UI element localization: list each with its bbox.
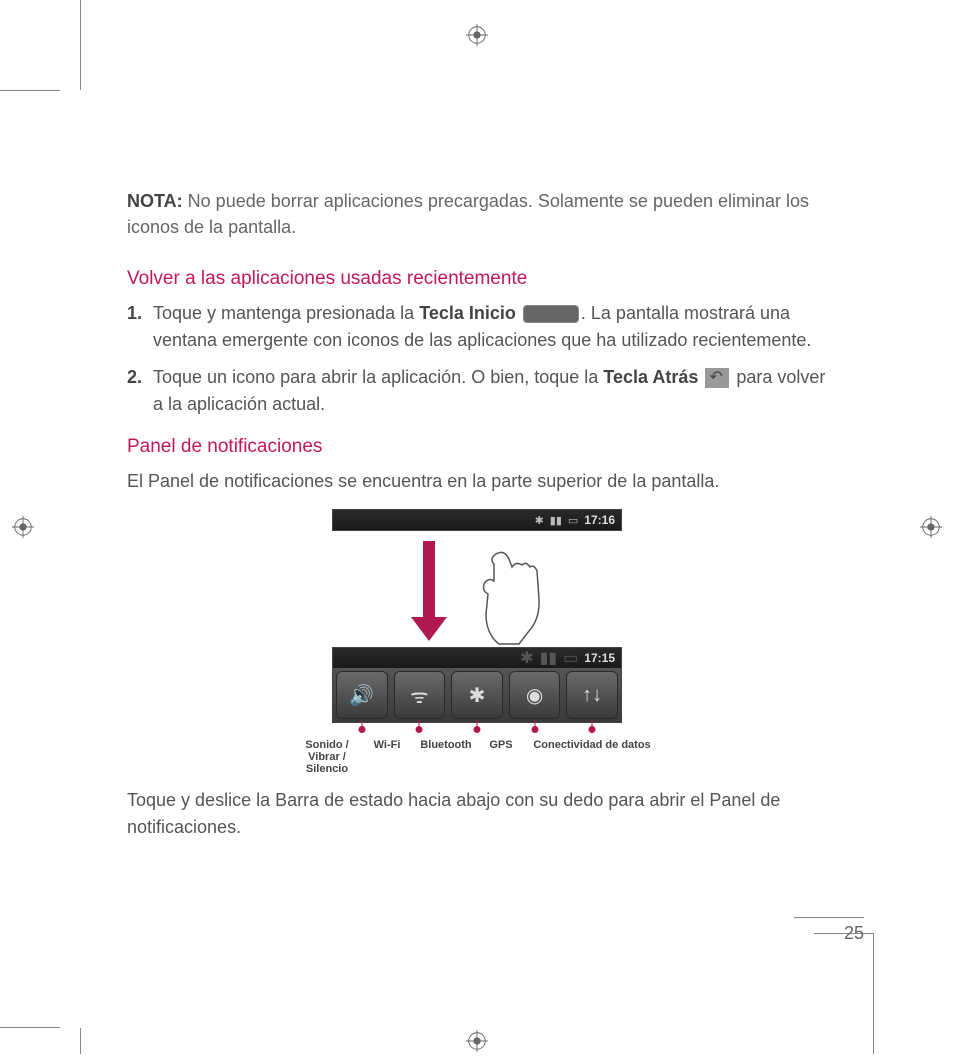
- crop-mark: [80, 0, 81, 90]
- signal-status-icon: ▮▮: [550, 514, 562, 527]
- label-gps: GPS: [485, 739, 517, 775]
- bluetooth-status-icon: ✱: [520, 648, 533, 668]
- bluetooth-icon: ✱: [469, 683, 486, 708]
- status-time: 17:16: [584, 513, 615, 527]
- illustration-swipe-down: ✱ ▮▮ ▭ 17:16 ✱ ▮▮ ▭ 17:15 🔊 ᯤ: [127, 509, 827, 775]
- registration-mark-icon: [466, 1030, 488, 1052]
- status-bar-panel: ✱ ▮▮ ▭ 17:15: [333, 648, 621, 668]
- back-key-icon: [705, 368, 729, 388]
- data-icon: ↑↓: [582, 684, 602, 707]
- quick-toggle-labels: Sonido / Vibrar / Silencio Wi-Fi Bluetoo…: [297, 739, 657, 775]
- page-number: 25: [844, 923, 864, 944]
- crop-mark: [0, 1027, 60, 1028]
- key-name-atras: Tecla Atrás: [603, 367, 698, 387]
- battery-status-icon: ▭: [563, 648, 578, 668]
- gps-icon: ◉: [526, 683, 543, 708]
- bluetooth-status-icon: ✱: [535, 514, 544, 527]
- list-text: Toque un icono para abrir la aplicación.…: [153, 367, 603, 387]
- quick-toggle-bluetooth[interactable]: ✱: [451, 671, 503, 719]
- home-key-icon: [523, 305, 579, 323]
- quick-toggle-gps[interactable]: ◉: [509, 671, 561, 719]
- note-text: No puede borrar aplicaciones precargadas…: [127, 191, 809, 237]
- registration-mark-icon: [466, 24, 488, 46]
- swipe-arrow: [377, 541, 577, 641]
- notification-panel: ✱ ▮▮ ▭ 17:15 🔊 ᯤ ✱ ◉ ↑↓: [332, 647, 622, 723]
- registration-mark-icon: [12, 516, 34, 538]
- sound-icon: 🔊: [349, 683, 374, 708]
- quick-toggle-data[interactable]: ↑↓: [566, 671, 618, 719]
- status-time: 17:15: [584, 651, 615, 665]
- battery-status-icon: ▭: [568, 514, 578, 527]
- crop-mark: [0, 90, 60, 91]
- crop-mark: [80, 1028, 81, 1054]
- section-intro: El Panel de notificaciones se encuentra …: [127, 468, 827, 495]
- label-data: Conectividad de datos: [527, 739, 657, 775]
- hand-icon: [469, 549, 559, 649]
- section-outro: Toque y deslice la Barra de estado hacia…: [127, 787, 827, 841]
- note-block: NOTA: No puede borrar aplicaciones preca…: [127, 188, 827, 240]
- section-heading-notifications: Panel de notificaciones: [127, 436, 827, 458]
- list-text: Toque y mantenga presionada la: [153, 303, 419, 323]
- list-item: 2. Toque un icono para abrir la aplicaci…: [127, 364, 827, 418]
- registration-mark-icon: [920, 516, 942, 538]
- status-bar-top: ✱ ▮▮ ▭ 17:16: [332, 509, 622, 531]
- list-number: 1.: [127, 300, 153, 354]
- label-bluetooth: Bluetooth: [417, 739, 475, 775]
- list-item: 1. Toque y mantenga presionada la Tecla …: [127, 300, 827, 354]
- wifi-icon: ᯤ: [410, 682, 428, 709]
- signal-status-icon: ▮▮: [540, 648, 558, 668]
- list-number: 2.: [127, 364, 153, 418]
- quick-toggle-wifi[interactable]: ᯤ: [394, 671, 446, 719]
- crop-mark: [873, 934, 874, 1054]
- quick-toggle-sound[interactable]: 🔊: [336, 671, 388, 719]
- label-sound: Sonido / Vibrar / Silencio: [297, 739, 357, 775]
- page-number-rule: [794, 917, 864, 918]
- note-label: NOTA:: [127, 191, 183, 211]
- section-heading-recent-apps: Volver a las aplicaciones usadas recient…: [127, 268, 827, 290]
- key-name-inicio: Tecla Inicio: [419, 303, 516, 323]
- label-wifi: Wi-Fi: [367, 739, 407, 775]
